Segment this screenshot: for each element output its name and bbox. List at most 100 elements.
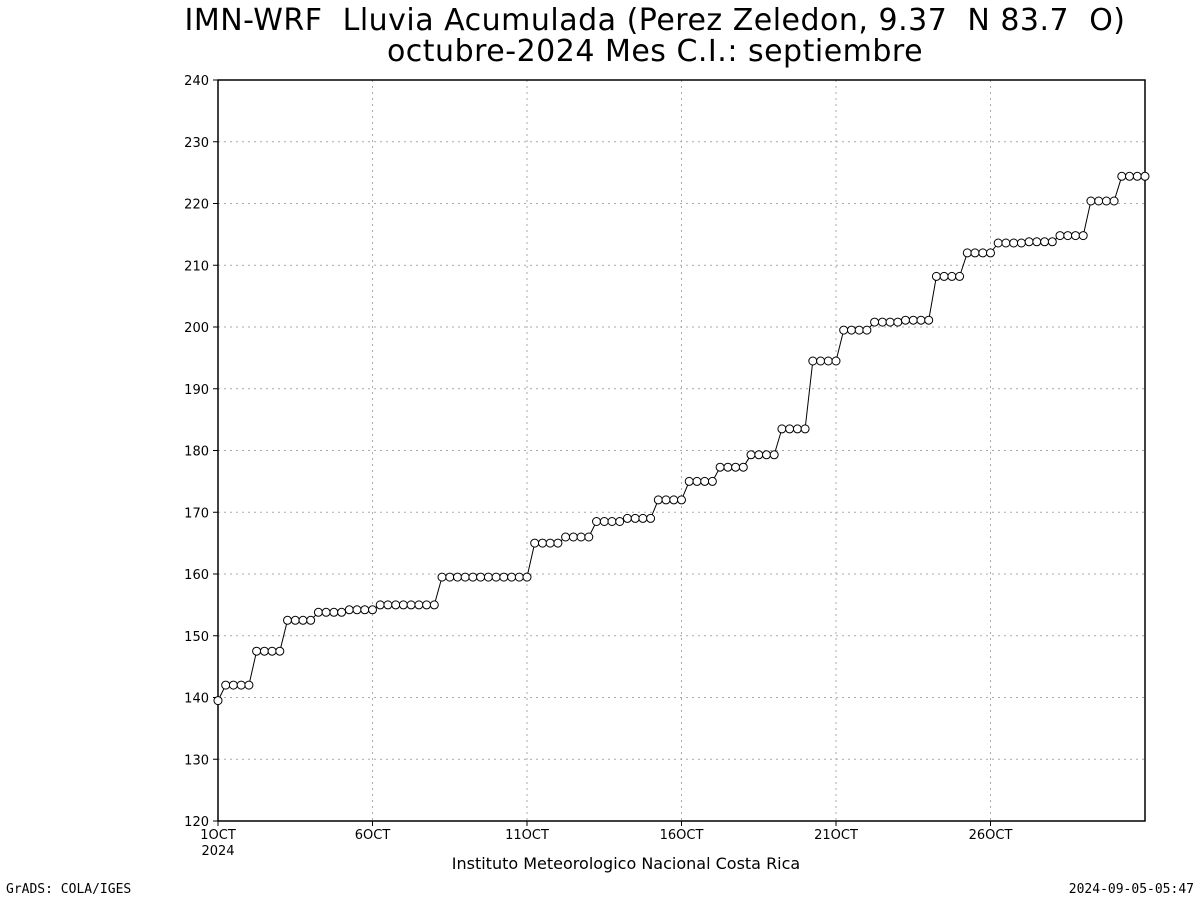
data-point [731, 462, 741, 472]
x-tick-label: 26OCT [969, 828, 1013, 843]
data-point [970, 248, 980, 258]
data-point [576, 532, 586, 542]
data-point [924, 315, 934, 325]
data-point [398, 600, 408, 610]
data-point [476, 572, 486, 582]
data-point [383, 600, 393, 610]
data-point [368, 605, 377, 615]
data-point [236, 680, 246, 690]
data-point [290, 615, 300, 625]
data-point [877, 317, 887, 327]
y-axis: 120 130 140 150 160 170 180 190 200 210 220 230 240 [184, 74, 218, 830]
data-point [630, 513, 640, 523]
data-point [754, 450, 764, 460]
y-tick-label: 130 [184, 753, 209, 768]
data-point [993, 238, 1003, 248]
data-point [584, 532, 594, 542]
footer-timestamp: 2024-09-05-05:47 [1068, 882, 1194, 897]
data-point [862, 325, 872, 335]
data-point [723, 462, 733, 472]
data-point [391, 600, 401, 610]
data-point [1001, 238, 1011, 248]
data-point [808, 356, 818, 366]
data-point [592, 517, 601, 526]
data-point [839, 325, 849, 335]
data-point [854, 325, 864, 335]
data-point [1032, 237, 1042, 247]
data-point [553, 538, 563, 548]
data-point [213, 696, 223, 706]
data-point [847, 325, 856, 335]
data-point [522, 572, 532, 582]
y-tick-label: 200 [184, 321, 209, 336]
y-tick-label: 220 [184, 198, 209, 213]
data-point [538, 538, 547, 548]
data-point [908, 315, 918, 325]
data-point [344, 605, 354, 615]
data-point [646, 513, 656, 523]
data-point [962, 248, 972, 258]
data-point [823, 356, 833, 366]
data-point [669, 495, 679, 505]
data-point [692, 476, 702, 486]
data-point [252, 646, 262, 656]
data-point [599, 517, 609, 526]
data-point [1094, 196, 1104, 206]
data-point [337, 607, 347, 617]
data-point [313, 607, 323, 617]
data-point [1086, 196, 1096, 206]
data-point [375, 600, 385, 610]
data-point [870, 317, 880, 327]
y-tick-label: 170 [184, 506, 209, 521]
y-tick-label: 160 [184, 568, 209, 583]
y-tick-label: 190 [184, 383, 209, 398]
data-point [653, 495, 663, 505]
data-point [901, 315, 910, 325]
x-tick-sublabel: 2024 [201, 844, 234, 859]
data-point [792, 424, 802, 434]
data-point [769, 450, 779, 460]
data-point [615, 517, 625, 526]
data-point [244, 680, 254, 690]
data-point [707, 476, 717, 486]
y-tick-label: 140 [184, 692, 209, 707]
data-point [931, 271, 941, 281]
data-point [491, 572, 501, 582]
data-point [638, 513, 648, 523]
data-point [677, 495, 686, 505]
data-point [785, 424, 795, 434]
data-point [507, 572, 517, 582]
data-point [1063, 231, 1073, 241]
data-point [893, 317, 903, 327]
data-point [406, 600, 416, 610]
data-point [483, 572, 493, 582]
y-tick-label: 120 [184, 815, 209, 830]
data-point [715, 462, 725, 472]
data-point [831, 356, 841, 366]
y-tick-label: 150 [184, 630, 209, 645]
data-point [1009, 238, 1019, 248]
grid-lines [218, 80, 1145, 821]
data-point [360, 605, 370, 615]
data-point [306, 615, 316, 625]
data-point [816, 356, 826, 366]
x-tick-label: 6OCT [355, 828, 391, 843]
data-point [1132, 171, 1142, 181]
data-point [568, 532, 578, 542]
data-point [1071, 231, 1080, 241]
data-point [1101, 196, 1111, 206]
data-point [275, 646, 285, 656]
data-point [916, 315, 926, 325]
data-point [978, 248, 988, 258]
data-point [800, 424, 810, 434]
data-point [283, 615, 292, 625]
data-point [684, 476, 694, 486]
y-tick-label: 240 [184, 74, 209, 89]
data-point [460, 572, 470, 582]
data-point [298, 615, 308, 625]
y-tick-label: 230 [184, 136, 209, 151]
data-point [1016, 238, 1026, 248]
x-tick-label: 11OCT [505, 828, 549, 843]
